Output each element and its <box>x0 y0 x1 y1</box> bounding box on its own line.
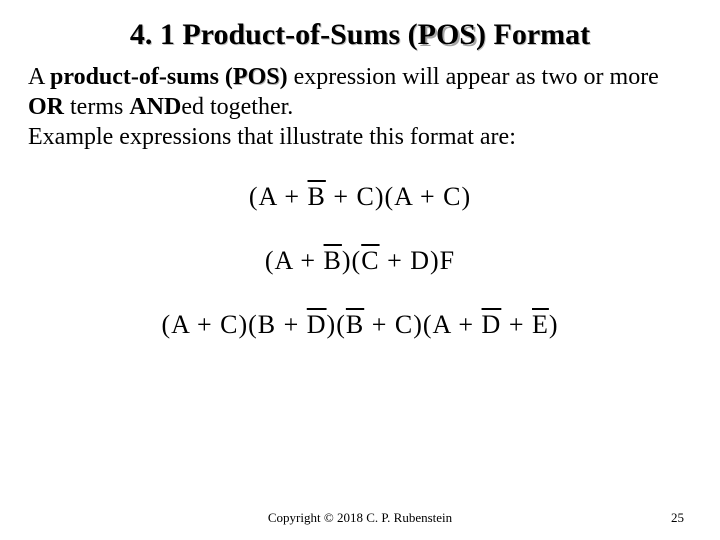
body-seg4: ) <box>280 64 288 90</box>
title-suffix: ) Format <box>476 18 590 51</box>
equation-2: (A + B)(C + D)F <box>265 246 455 276</box>
body-pos: POS <box>233 64 280 90</box>
eq2-t2: )( <box>342 246 361 275</box>
title-pos: POS <box>418 18 476 51</box>
eq2-t1: (A + <box>265 246 324 275</box>
eq1-t1: (A + <box>249 182 308 211</box>
footer-copyright: Copyright © 2018 C. P. Rubenstein <box>76 510 644 526</box>
body-seg7: terms <box>64 94 129 120</box>
title-prefix: 4. 1 Product-of-Sums ( <box>130 18 418 51</box>
equation-1: (A + B + C)(A + C) <box>249 182 471 212</box>
eq1-t2: + C)(A + C) <box>326 182 471 211</box>
body-seg5: expression will appear as two or more <box>288 64 659 90</box>
footer-spacer <box>36 510 76 526</box>
eq3-b1: D <box>307 310 327 339</box>
body-seg9: ed together. <box>181 94 293 120</box>
slide: 4. 1 Product-of-Sums (POS) Format A prod… <box>0 0 720 540</box>
eq3-b2: B <box>346 310 364 339</box>
eq3-t4: + <box>501 310 532 339</box>
body-paragraph: A product-of-sums (POS) expression will … <box>28 62 692 152</box>
body-seg1: A <box>28 64 50 90</box>
body-seg2: product-of-sums ( <box>50 64 233 90</box>
eq1-b1: B <box>308 182 326 211</box>
eq2-b2: C <box>361 246 379 275</box>
eq3-b3: D <box>482 310 502 339</box>
eq2-b1: B <box>324 246 342 275</box>
eq2-t3: + D)F <box>380 246 456 275</box>
slide-title: 4. 1 Product-of-Sums (POS) Format <box>28 18 692 52</box>
eq3-t3: + C)(A + <box>364 310 481 339</box>
eq3-t5: ) <box>549 310 559 339</box>
equations-block: (A + B + C)(A + C) (A + B)(C + D)F (A + … <box>28 182 692 340</box>
eq3-b4: E <box>532 310 549 339</box>
eq3-t1: (A + C)(B + <box>161 310 306 339</box>
footer: Copyright © 2018 C. P. Rubenstein 25 <box>0 510 720 526</box>
equation-3: (A + C)(B + D)(B + C)(A + D + E) <box>161 310 558 340</box>
eq3-t2: )( <box>327 310 346 339</box>
body-seg6: OR <box>28 94 64 120</box>
body-seg10: Example expressions that illustrate this… <box>28 124 516 150</box>
footer-page-number: 25 <box>644 510 684 526</box>
body-seg8: AND <box>129 94 181 120</box>
